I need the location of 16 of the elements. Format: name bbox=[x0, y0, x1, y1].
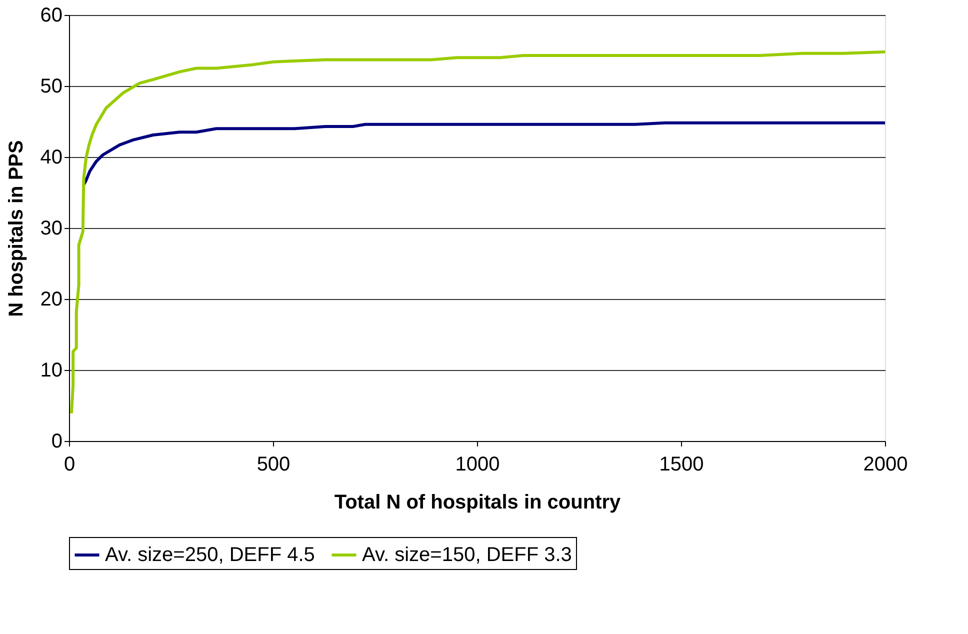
y-tick-label: 20 bbox=[40, 288, 62, 310]
y-tick-label: 40 bbox=[40, 146, 62, 168]
y-tick-label: 60 bbox=[40, 4, 62, 26]
y-tick-label: 50 bbox=[40, 76, 62, 98]
y-tick-label: 10 bbox=[40, 360, 62, 382]
x-tick-label: 500 bbox=[256, 454, 290, 476]
line-series bbox=[82, 121, 885, 186]
x-axis-title: Total N of hospitals in country bbox=[334, 492, 622, 514]
y-axis-title: N hospitals in PPS bbox=[5, 140, 28, 317]
x-tick-label: 2000 bbox=[863, 454, 908, 476]
legend-label: Av. size=150, DEFF 3.3 bbox=[362, 544, 572, 566]
y-tick-label: 0 bbox=[51, 430, 62, 452]
y-tick-label: 30 bbox=[40, 218, 62, 240]
legend-label: Av. size=250, DEFF 4.5 bbox=[105, 544, 315, 566]
x-tick-label: 1500 bbox=[659, 454, 704, 476]
x-tick-label: 1000 bbox=[455, 454, 500, 476]
